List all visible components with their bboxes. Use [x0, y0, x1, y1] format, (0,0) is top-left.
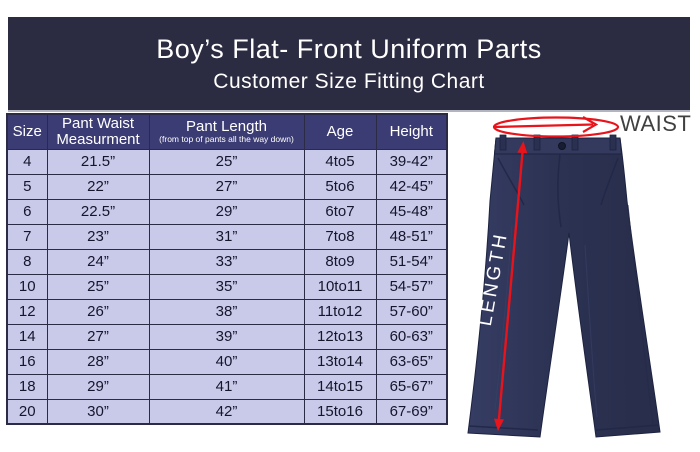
waist-cell: 29”: [46, 373, 150, 400]
size-fitting-table: Size Pant Waist Measurment Pant Length (…: [6, 113, 448, 425]
table-row: 7 23” 31” 7to8 48-51”: [6, 223, 448, 250]
size-cell: 8: [6, 248, 48, 275]
height-cell: 67-69”: [375, 398, 448, 425]
height-cell: 51-54”: [375, 248, 448, 275]
button: [558, 142, 566, 150]
waist-cell: 23”: [46, 223, 150, 250]
column-header-waist: Pant Waist Measurment: [46, 113, 150, 150]
height-cell: 57-60”: [375, 298, 448, 325]
length-cell: 27”: [148, 173, 305, 200]
column-label: Size: [12, 122, 42, 140]
column-header-age: Age: [303, 113, 377, 150]
table-row: 20 30” 42” 15to16 67-69”: [6, 398, 448, 425]
height-cell: 48-51”: [375, 223, 448, 250]
belt-loop: [499, 134, 507, 151]
age-cell: 14to15: [303, 373, 377, 400]
height-cell: 60-63”: [375, 323, 448, 350]
length-cell: 38”: [148, 298, 305, 325]
waist-cell: 26”: [46, 298, 150, 325]
size-cell: 18: [6, 373, 48, 400]
length-cell: 33”: [148, 248, 305, 275]
page-title: Boy’s Flat- Front Uniform Parts: [156, 33, 542, 64]
table-row: 4 21.5” 25” 4to5 39-42”: [6, 148, 448, 175]
length-cell: 40”: [148, 348, 305, 375]
waist-cell: 22”: [46, 173, 150, 200]
banner: Boy’s Flat- Front Uniform Parts Customer…: [8, 17, 690, 110]
table-row: 14 27” 39” 12to13 60-63”: [6, 323, 448, 350]
height-cell: 45-48”: [375, 198, 448, 225]
table-header: Size Pant Waist Measurment Pant Length (…: [6, 113, 448, 150]
size-cell: 20: [6, 398, 48, 425]
waist-cell: 28”: [46, 348, 150, 375]
waist-cell: 27”: [46, 323, 150, 350]
age-cell: 4to5: [303, 148, 377, 175]
age-cell: 6to7: [303, 198, 377, 225]
table-row: 12 26” 38” 11to12 57-60”: [6, 298, 448, 325]
table-row: 18 29” 41” 14to15 65-67”: [6, 373, 448, 400]
size-cell: 5: [6, 173, 48, 200]
size-cell: 12: [6, 298, 48, 325]
column-label: Pant Length: [186, 118, 267, 136]
waist-cell: 25”: [46, 273, 150, 300]
age-cell: 7to8: [303, 223, 377, 250]
age-cell: 10to11: [303, 273, 377, 300]
size-cell: 7: [6, 223, 48, 250]
height-cell: 65-67”: [375, 373, 448, 400]
table-row: 6 22.5” 29” 6to7 45-48”: [6, 198, 448, 225]
length-cell: 35”: [148, 273, 305, 300]
column-sublabel: (from top of pants all the way down): [159, 134, 294, 145]
age-cell: 5to6: [303, 173, 377, 200]
column-label: Pant Waist Measurment: [56, 115, 140, 148]
column-header-length: Pant Length (from top of pants all the w…: [148, 113, 305, 150]
table-row: 16 28” 40” 13to14 63-65”: [6, 348, 448, 375]
column-header-height: Height: [375, 113, 448, 150]
size-cell: 16: [6, 348, 48, 375]
size-cell: 6: [6, 198, 48, 225]
length-cell: 31”: [148, 223, 305, 250]
waist-cell: 24”: [46, 248, 150, 275]
length-cell: 42”: [148, 398, 305, 425]
length-arrow: [497, 148, 524, 424]
age-cell: 8to9: [303, 248, 377, 275]
length-annotation: [494, 141, 528, 431]
pants-measurement-diagram: WAIST LENGTH: [450, 105, 700, 452]
length-cell: 41”: [148, 373, 305, 400]
table-row: 8 24” 33” 8to9 51-54”: [6, 248, 448, 275]
waist-label: WAIST: [620, 111, 692, 136]
table-body: 4 21.5” 25” 4to5 39-42” 5 22” 27” 5to6 42-45” 6 22.…: [6, 148, 448, 425]
pocket-right: [600, 157, 619, 206]
age-cell: 11to12: [303, 298, 377, 325]
length-cell: 39”: [148, 323, 305, 350]
waist-annotation: [492, 116, 620, 138]
age-cell: 13to14: [303, 348, 377, 375]
waist-cell: 21.5”: [46, 148, 150, 175]
height-cell: 42-45”: [375, 173, 448, 200]
size-cell: 4: [6, 148, 48, 175]
age-cell: 12to13: [303, 323, 377, 350]
table-row: 10 25” 35” 10to11 54-57”: [6, 273, 448, 300]
belt-loop: [609, 134, 617, 151]
page-subtitle: Customer Size Fitting Chart: [213, 69, 485, 93]
height-cell: 54-57”: [375, 273, 448, 300]
waist-cell: 22.5”: [46, 198, 150, 225]
height-cell: 63-65”: [375, 348, 448, 375]
height-cell: 39-42”: [375, 148, 448, 175]
waist-cell: 30”: [46, 398, 150, 425]
length-cell: 29”: [148, 198, 305, 225]
length-cell: 25”: [148, 148, 305, 175]
column-label: Age: [326, 122, 354, 140]
column-header-size: Size: [6, 113, 48, 150]
table-row: 5 22” 27” 5to6 42-45”: [6, 173, 448, 200]
size-cell: 14: [6, 323, 48, 350]
pocket-left: [497, 157, 525, 206]
column-label: Height: [389, 122, 433, 140]
size-cell: 10: [6, 273, 48, 300]
waist-arrow: [493, 123, 594, 129]
age-cell: 15to16: [303, 398, 377, 425]
pants-illustration: [467, 116, 661, 438]
header-row: Size Pant Waist Measurment Pant Length (…: [6, 113, 448, 150]
